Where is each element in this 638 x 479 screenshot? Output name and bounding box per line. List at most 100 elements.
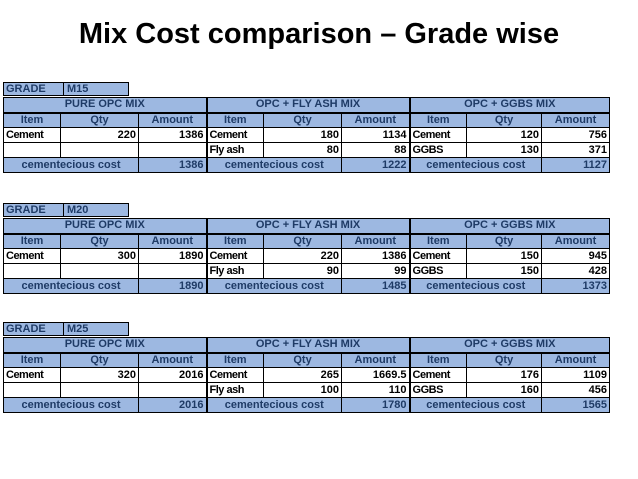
opc-cost: 2016 [137, 397, 208, 413]
col-qty: Qty [263, 352, 343, 368]
opc-amount: 2016 [137, 367, 208, 383]
opc-cost: 1890 [137, 278, 208, 294]
cost-label: cementecious cost [408, 157, 543, 173]
section-header-row: PURE OPC MIX OPC + FLY ASH MIX OPC + GGB… [2, 218, 611, 235]
col-amount: Amount [541, 233, 611, 249]
opc-item: Cement [3, 127, 61, 143]
mix-cost-table: PURE OPC MIX OPC + FLY ASH MIX OPC + GGB… [2, 97, 611, 173]
fly-qty: 100 [263, 382, 343, 398]
col-amount: Amount [541, 352, 611, 368]
ggbs-item: Cement [408, 127, 468, 143]
fly-item: Fly ash [205, 263, 265, 279]
section-pure-opc: PURE OPC MIX [2, 218, 208, 235]
grade-label: GRADE M25 [3, 322, 129, 336]
col-amount: Amount [341, 352, 411, 368]
col-qty: Qty [466, 352, 543, 368]
ggbs-qty: 150 [466, 248, 543, 264]
grade-label: GRADE M20 [3, 203, 129, 217]
fly-qty: 90 [263, 263, 343, 279]
ggbs-qty: 160 [466, 382, 543, 398]
col-amount: Amount [341, 233, 411, 249]
fly-item: Fly ash [205, 142, 265, 158]
cost-label: cementecious cost [205, 278, 343, 294]
ggbs-amount: 756 [541, 127, 611, 143]
ggbs-item: GGBS [408, 142, 468, 158]
cost-label: cementecious cost [3, 278, 139, 294]
empty-cell [60, 142, 139, 158]
cost-label: cementecious cost [205, 397, 343, 413]
fly-cost: 1780 [341, 397, 411, 413]
fly-amount: 1134 [341, 127, 411, 143]
col-qty: Qty [60, 352, 139, 368]
cost-label: cementecious cost [408, 278, 543, 294]
col-amount: Amount [137, 112, 208, 128]
opc-item: Cement [3, 367, 61, 383]
section-ggbs: OPC + GGBS MIX [408, 218, 611, 235]
fly-amount: 110 [341, 382, 411, 398]
col-item: Item [3, 112, 61, 128]
empty-cell [3, 382, 61, 398]
fly-amount: 99 [341, 263, 411, 279]
ggbs-cost: 1565 [541, 397, 611, 413]
empty-cell [3, 142, 61, 158]
slide-title: Mix Cost comparison – Grade wise [78, 18, 560, 50]
col-item: Item [408, 233, 468, 249]
cost-label: cementecious cost [205, 157, 343, 173]
empty-cell [60, 263, 139, 279]
grade-key: GRADE [4, 83, 64, 95]
ggbs-cost: 1373 [541, 278, 611, 294]
grade-value: M20 [67, 204, 89, 216]
section-fly-ash: OPC + FLY ASH MIX [205, 97, 411, 114]
column-header-row: Item Qty Amount Item Qty Amount Item Qty… [3, 112, 611, 128]
empty-cell [137, 382, 208, 398]
table-row: Cement 220 1386 Cement 180 1134 Cement 1… [3, 127, 611, 143]
fly-item: Fly ash [205, 382, 265, 398]
col-qty: Qty [263, 233, 343, 249]
col-amount: Amount [341, 112, 411, 128]
fly-item: Cement [205, 127, 265, 143]
cost-label: cementecious cost [408, 397, 543, 413]
cost-label: cementecious cost [3, 397, 139, 413]
fly-item: Cement [205, 248, 265, 264]
cost-label: cementecious cost [3, 157, 139, 173]
opc-item: Cement [3, 248, 61, 264]
col-amount: Amount [137, 352, 208, 368]
section-pure-opc: PURE OPC MIX [2, 337, 208, 354]
fly-amount: 88 [341, 142, 411, 158]
grade-key: GRADE [4, 323, 64, 335]
ggbs-item: GGBS [408, 382, 468, 398]
col-amount: Amount [137, 233, 208, 249]
col-item: Item [408, 112, 468, 128]
ggbs-qty: 120 [466, 127, 543, 143]
ggbs-amount: 371 [541, 142, 611, 158]
opc-qty: 300 [60, 248, 139, 264]
fly-cost: 1485 [341, 278, 411, 294]
table-row: Cement 320 2016 Cement 265 1669.5 Cement… [3, 367, 611, 383]
ggbs-amount: 428 [541, 263, 611, 279]
ggbs-amount: 945 [541, 248, 611, 264]
section-ggbs: OPC + GGBS MIX [408, 97, 611, 114]
opc-cost: 1386 [137, 157, 208, 173]
table-row: Cement 300 1890 Cement 220 1386 Cement 1… [3, 248, 611, 264]
col-qty: Qty [466, 233, 543, 249]
col-qty: Qty [263, 112, 343, 128]
fly-item: Cement [205, 367, 265, 383]
empty-cell [137, 263, 208, 279]
section-fly-ash: OPC + FLY ASH MIX [205, 218, 411, 235]
fly-qty: 220 [263, 248, 343, 264]
col-item: Item [3, 233, 61, 249]
col-qty: Qty [60, 112, 139, 128]
col-item: Item [408, 352, 468, 368]
fly-qty: 265 [263, 367, 343, 383]
grade-key: GRADE [4, 204, 64, 216]
ggbs-amount: 456 [541, 382, 611, 398]
section-header-row: PURE OPC MIX OPC + FLY ASH MIX OPC + GGB… [2, 337, 611, 354]
table-row: Fly ash 90 99 GGBS 150 428 [3, 263, 611, 279]
section-ggbs: OPC + GGBS MIX [408, 337, 611, 354]
fly-amount: 1669.5 [341, 367, 411, 383]
ggbs-item: GGBS [408, 263, 468, 279]
ggbs-qty: 176 [466, 367, 543, 383]
ggbs-qty: 150 [466, 263, 543, 279]
opc-qty: 320 [60, 367, 139, 383]
col-item: Item [205, 352, 265, 368]
